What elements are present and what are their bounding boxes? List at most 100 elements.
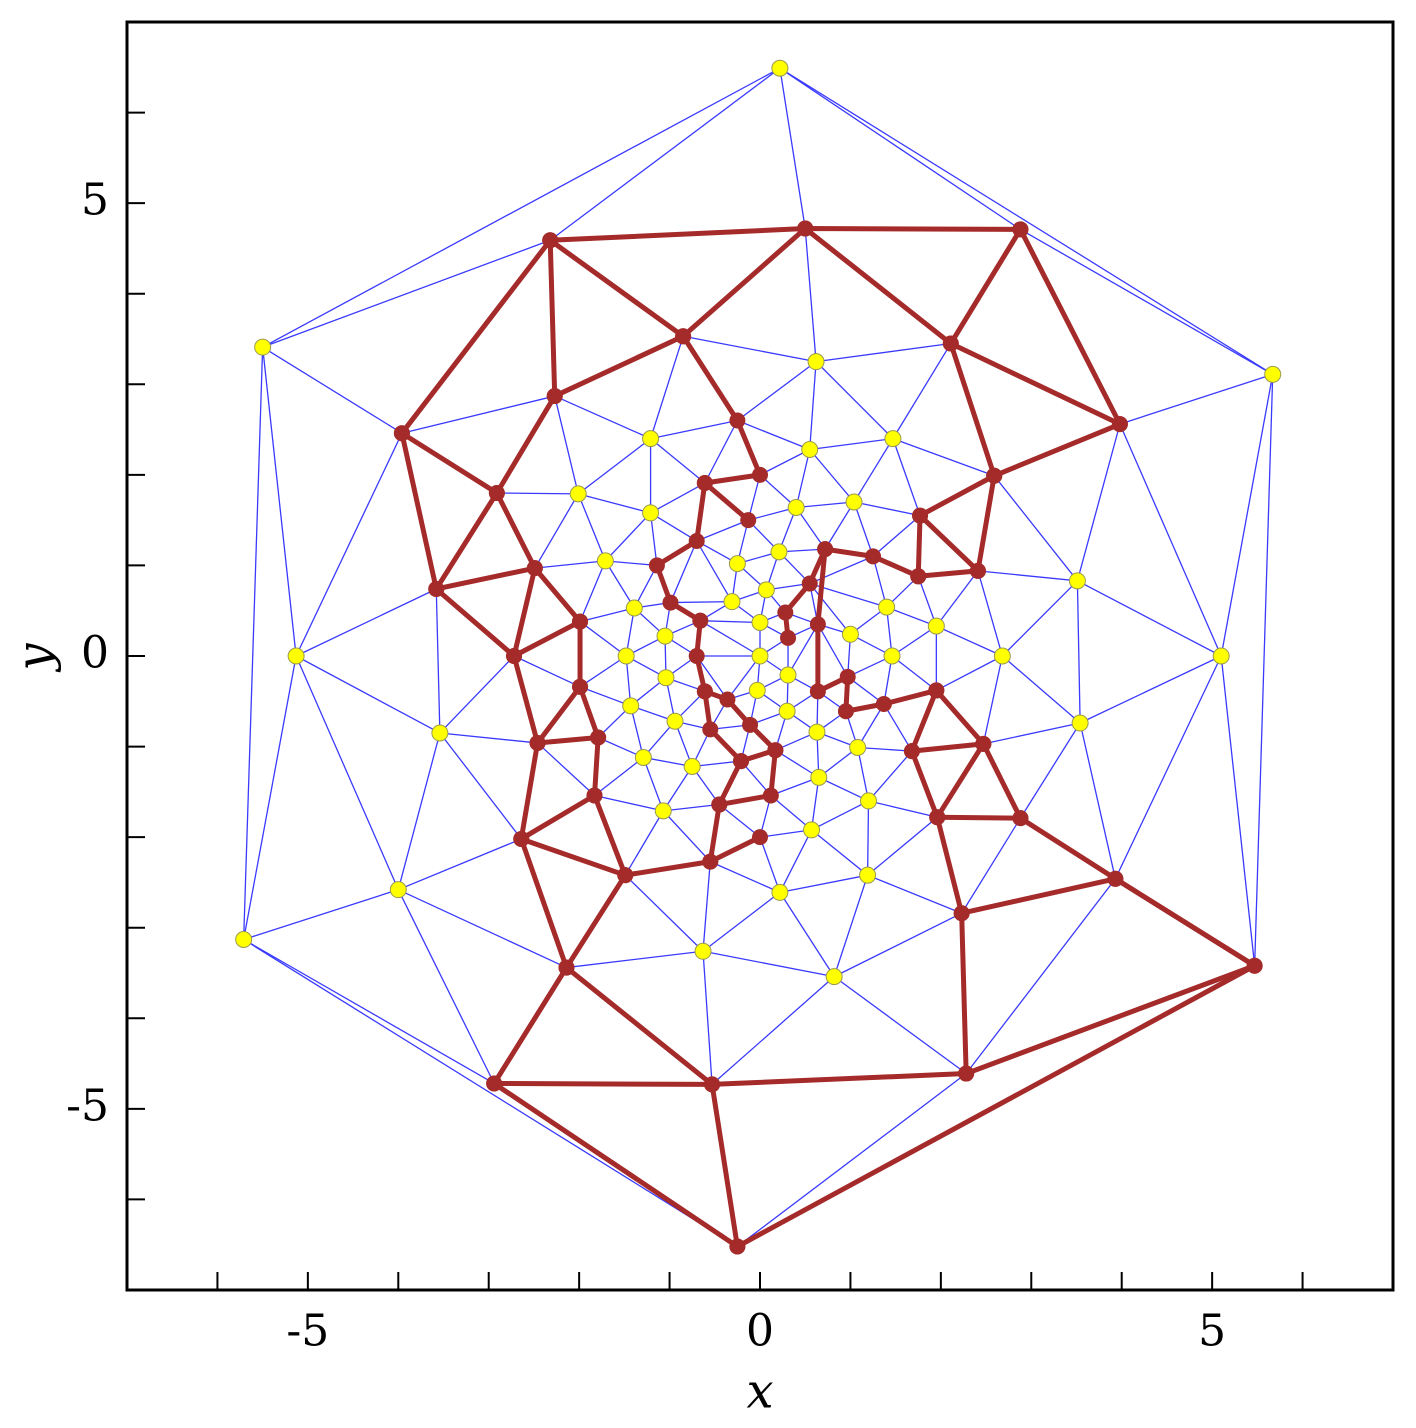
- node: [748, 681, 766, 699]
- mesh-edge: [817, 623, 849, 678]
- red-node: [801, 575, 818, 592]
- red-node: [1111, 416, 1128, 433]
- mesh-edge: [1220, 374, 1274, 657]
- red-node: [546, 388, 563, 405]
- mesh-edge: [624, 810, 664, 876]
- node: [287, 647, 305, 665]
- mesh-edge: [683, 335, 817, 363]
- red-node: [837, 703, 854, 720]
- red-node: [542, 232, 559, 249]
- mesh-edge: [662, 766, 693, 812]
- red-node: [797, 220, 814, 237]
- mesh-edge: [983, 722, 1081, 745]
- red-node: [648, 557, 665, 574]
- mesh-edge: [704, 420, 738, 484]
- red-node: [762, 787, 779, 804]
- red-node: [675, 328, 692, 345]
- mesh-edge: [243, 938, 495, 1085]
- mesh-edge: [1220, 655, 1256, 966]
- mesh-edge: [397, 732, 441, 890]
- red-path: [399, 226, 1123, 479]
- node: [625, 599, 643, 617]
- node: [808, 723, 826, 741]
- mesh-edge: [779, 67, 1021, 230]
- red-node: [975, 735, 992, 752]
- red-node: [393, 425, 410, 442]
- node: [859, 866, 877, 884]
- red-node: [702, 721, 719, 738]
- mesh-edge: [779, 892, 835, 977]
- mesh-edge: [496, 492, 579, 495]
- red-node: [572, 678, 589, 695]
- mesh-edge: [594, 756, 644, 796]
- node: [617, 647, 635, 665]
- node: [235, 930, 253, 948]
- mesh-edge: [702, 891, 781, 952]
- node: [596, 552, 614, 570]
- node: [666, 712, 684, 730]
- node: [1071, 714, 1089, 732]
- node: [683, 757, 701, 775]
- node: [801, 440, 819, 458]
- node: [642, 504, 660, 522]
- mesh-edge: [961, 817, 1021, 914]
- red-node: [928, 682, 945, 699]
- mesh-edge: [853, 438, 894, 503]
- red-node: [586, 787, 603, 804]
- mesh-edge: [696, 655, 728, 700]
- mesh-edge: [650, 482, 706, 514]
- mesh-edge: [605, 560, 657, 567]
- red-path: [917, 473, 997, 574]
- red-path: [736, 814, 1258, 1249]
- red-node: [958, 1065, 975, 1082]
- mesh-edge: [398, 838, 522, 891]
- mesh-edge: [1001, 580, 1078, 657]
- mesh-edge: [650, 419, 738, 440]
- mesh-edge: [759, 829, 812, 838]
- node: [654, 802, 672, 820]
- red-node: [696, 683, 713, 700]
- mesh-edge: [642, 757, 664, 812]
- node: [634, 748, 652, 766]
- red-path: [399, 394, 583, 746]
- red-node: [590, 729, 607, 746]
- red-node: [711, 796, 728, 813]
- y-axis-label: y: [7, 643, 63, 673]
- mesh-edge: [1001, 655, 1081, 724]
- axes: -5 0 5 -5 0 5: [66, 20, 1395, 1357]
- mesh-edge: [663, 803, 720, 812]
- mesh-edge: [295, 432, 403, 657]
- mesh-edge: [833, 912, 962, 978]
- red-path: [909, 687, 1023, 820]
- mesh-edge: [779, 874, 868, 894]
- red-node: [740, 512, 757, 529]
- mesh-edge: [439, 655, 515, 734]
- node: [723, 593, 741, 611]
- mesh-edge: [726, 655, 761, 700]
- mesh-edge: [577, 493, 606, 562]
- node: [771, 883, 789, 901]
- mesh-edge: [936, 625, 1003, 657]
- node: [254, 338, 272, 356]
- mesh-edge: [604, 512, 652, 562]
- mesh-edge: [1077, 580, 1222, 657]
- mesh-edge: [554, 395, 579, 495]
- mesh-edge: [936, 655, 1003, 691]
- mesh-edge: [867, 816, 938, 876]
- node: [1212, 647, 1230, 665]
- red-node: [729, 1238, 746, 1255]
- mesh-edge: [295, 655, 441, 734]
- red-path: [518, 685, 601, 842]
- mesh-edge: [770, 776, 820, 797]
- red-node: [777, 604, 794, 621]
- mesh-edge: [787, 623, 819, 676]
- mesh-edge: [435, 588, 441, 734]
- mesh-edge: [795, 449, 811, 508]
- mesh-edge: [892, 438, 921, 516]
- node: [431, 724, 449, 742]
- mesh-edge: [810, 777, 820, 830]
- node: [1068, 572, 1086, 590]
- mesh-edge: [261, 347, 297, 657]
- red-node: [1012, 810, 1029, 827]
